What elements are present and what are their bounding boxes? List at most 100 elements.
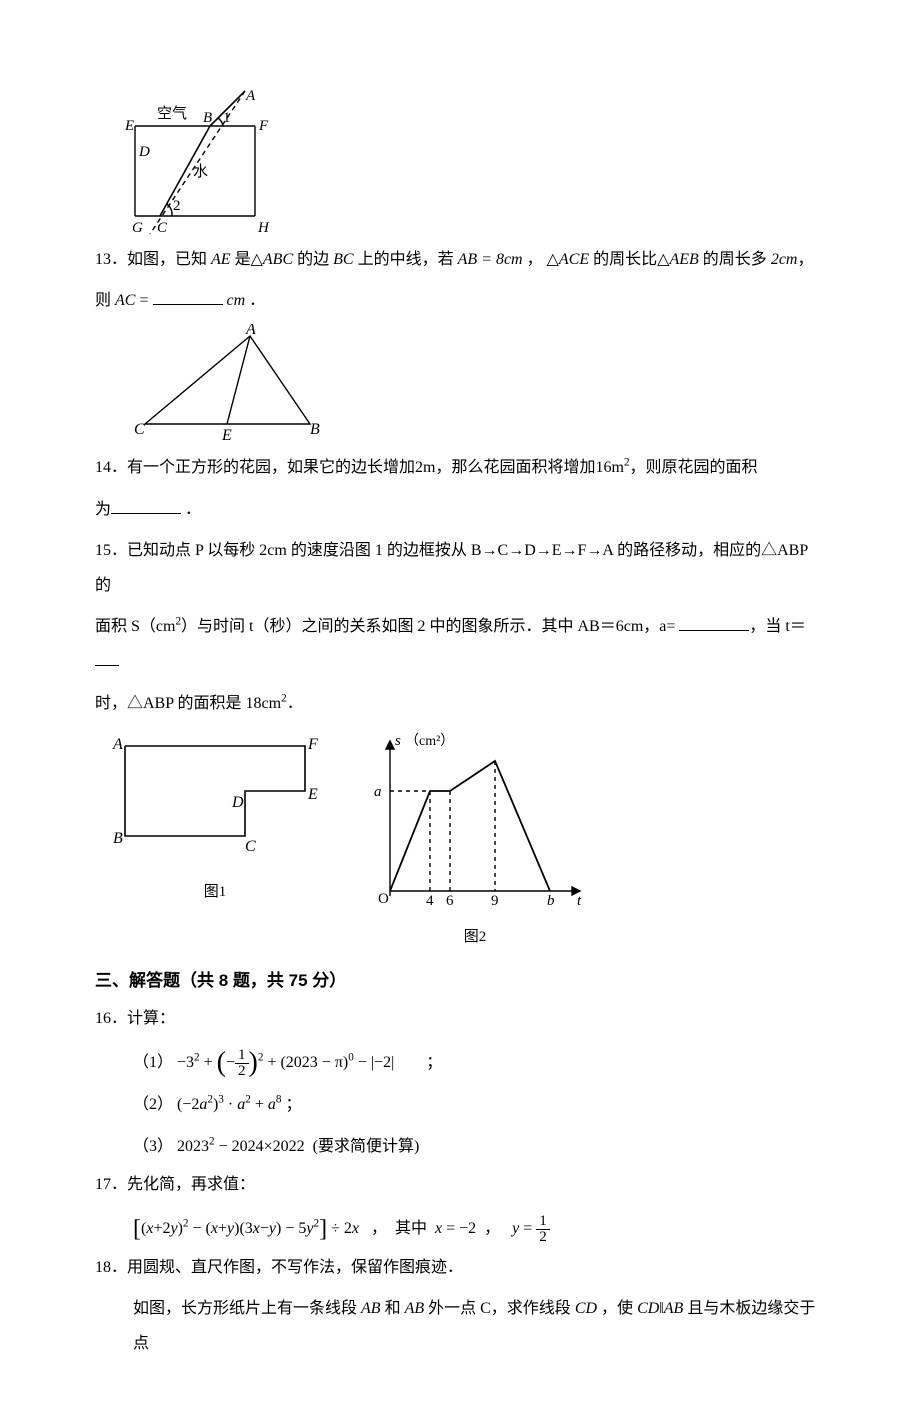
q13-BC: BC (333, 251, 353, 268)
question-13-line2: 则 AC = cm ． (95, 283, 825, 318)
q13-text-4: 上的中线，若 (358, 251, 454, 268)
question-18-head: 18．用圆规、直尺作图，不写作法，保留作图痕迹． (95, 1250, 825, 1285)
f2-4: 4 (426, 893, 434, 906)
q14-pre: 14．有一个正方形的花园，如果它的边长增加 (95, 459, 415, 476)
f2-9: 9 (491, 893, 499, 906)
question-15-l2: 面积 S（cm2）与时间 t（秒）之间的关系如图 2 中的图象所示．其中 AB＝… (95, 609, 825, 679)
q13-eq: = (139, 292, 148, 309)
q13-2cm: 2cm (771, 251, 798, 268)
question-15-l3: 时，△ABP 的面积是 18cm2． (95, 686, 825, 721)
q13-ABC: ABC (263, 251, 293, 268)
q16-part2: （2） (−2a2)3 · a2 + a8 ； (95, 1084, 825, 1126)
q15-figures: A F D E B C 图1 s (105, 731, 825, 954)
tri-A: A (245, 324, 256, 338)
q15-l2a: 面积 S（cm (95, 618, 175, 635)
q18-d: ，使 (601, 1300, 633, 1317)
q16-p1-tail: ； (426, 1054, 442, 1071)
q13-text-2: 是 (235, 251, 251, 268)
f2-cm2: （cm²） (405, 733, 454, 749)
tri-B: B (310, 421, 320, 438)
question-14-line2: 为 ． (95, 492, 825, 527)
label-air: 空气 (157, 105, 187, 122)
q13-comma1: ， (527, 251, 543, 268)
question-15-l1: 15．已知动点 P 以每秒 2cm 的速度沿图 1 的边框按从 B→C→D→E→… (95, 533, 825, 603)
question-16-head: 16．计算： (95, 1001, 825, 1036)
q13-ACE: ACE (559, 251, 589, 268)
question-17-head: 17．先化简，再求值： (95, 1167, 825, 1202)
q15-l2b: ）与时间 t（秒）之间的关系如图 2 中的图象所示．其中 AB＝6cm，a= (181, 618, 679, 635)
q18-c: 外一点 C，求作线段 (428, 1300, 571, 1317)
q18-CD: CD (575, 1300, 597, 1317)
q14-tail: ，则原花园的面积 (630, 459, 758, 476)
question-14: 14．有一个正方形的花园，如果它的边长增加2m，那么花园面积将增加16m2，则原… (95, 450, 825, 485)
q15-l2c: ，当 t＝ (749, 618, 805, 635)
q13-AB8: AB = 8cm (458, 251, 523, 268)
f2-a: a (374, 784, 382, 800)
q13-text-5: 的周长比 (593, 251, 657, 268)
q15-blank-t (95, 650, 119, 666)
q13-comma2: ， (797, 251, 813, 268)
angle-2: 2 (173, 198, 181, 214)
f1-B: B (113, 830, 123, 847)
q13-then: 则 (95, 292, 111, 309)
q13-AEB: AEB (669, 251, 698, 268)
q14-16: 16m (595, 459, 623, 476)
q14-dot: ． (185, 501, 201, 518)
q17-mid: ， 其中 (371, 1220, 427, 1237)
q18-AB2: AB (405, 1300, 425, 1317)
figure-q15-fig1: A F D E B C (105, 731, 325, 861)
label-A: A (245, 88, 256, 104)
question-13: 13．如图，已知 AE 是△ABC 的边 BC 上的中线，若 AB = 8cm … (95, 242, 825, 277)
q13-dot: ． (249, 292, 265, 309)
q14-wei: 为 (95, 501, 111, 518)
q18-CDAB: CD‖AB (637, 1300, 683, 1317)
figure-q12-refraction: A B E F D G C H 1 2 空气 水 (115, 86, 285, 236)
q17-expr: [(x+2y)2 − (x+y)(3x−y) − 5y2] ÷ 2x ， 其中 … (95, 1208, 825, 1250)
q18-a: 如图，长方形纸片上有一条线段 (133, 1300, 357, 1317)
angle-1: 1 (223, 110, 231, 126)
q18-b: 和 (385, 1300, 401, 1317)
label-B: B (203, 110, 212, 126)
fig1-caption: 图1 (105, 876, 325, 909)
f2-t: t (577, 893, 582, 906)
tri-C: C (134, 421, 145, 438)
label-H: H (257, 220, 270, 236)
q15-l3: 时，△ABP 的面积是 18cm (95, 695, 281, 712)
section-3-heading: 三、解答题（共 8 题，共 75 分） (95, 962, 825, 999)
f2-O: O (378, 891, 389, 906)
label-water: 水 (193, 163, 208, 180)
f1-F: F (307, 736, 318, 753)
q13-AE: AE (211, 251, 231, 268)
label-D: D (138, 144, 150, 160)
tri-E: E (221, 427, 232, 444)
f1-C: C (245, 838, 256, 855)
f2-s: s (395, 733, 401, 749)
q14-mid: ，那么花园面积将增加 (435, 459, 595, 476)
f2-6: 6 (446, 893, 454, 906)
label-F: F (258, 118, 269, 134)
f2-b: b (547, 893, 555, 906)
f1-E: E (307, 786, 318, 803)
q16-p3-pre: （3） (133, 1138, 173, 1155)
q13-text-1: 13．如图，已知 (95, 251, 207, 268)
q16-p2-tail: ； (285, 1096, 301, 1113)
q16-part1: （1） −32 + (−12)2 + (2023 − π)0 − |−2| ； (95, 1042, 825, 1084)
q15-l3b: ． (287, 695, 303, 712)
q13-unit: cm (227, 292, 246, 309)
label-C: C (157, 220, 168, 236)
figure-q15-fig2: s a O 4 6 9 b t （cm²） (355, 731, 595, 906)
q13-AC: AC (115, 292, 135, 309)
q16-p1-pre: （1） (133, 1054, 173, 1071)
q18-AB1: AB (361, 1300, 381, 1317)
q14-2m: 2m (415, 459, 435, 476)
figure-q13-triangle: A C E B (130, 324, 330, 444)
q17-comma: ， (484, 1220, 500, 1237)
q16-p2-pre: （2） (133, 1096, 173, 1113)
q15-blank-a (679, 615, 749, 631)
f1-D: D (231, 794, 244, 811)
f1-A: A (112, 736, 123, 753)
q13-text-6: 的周长多 (703, 251, 767, 268)
fig2-caption: 图2 (355, 921, 595, 954)
q14-blank (111, 498, 181, 514)
q16-part3: （3） 20232 − 2024×2022 (要求简便计算) (95, 1126, 825, 1168)
